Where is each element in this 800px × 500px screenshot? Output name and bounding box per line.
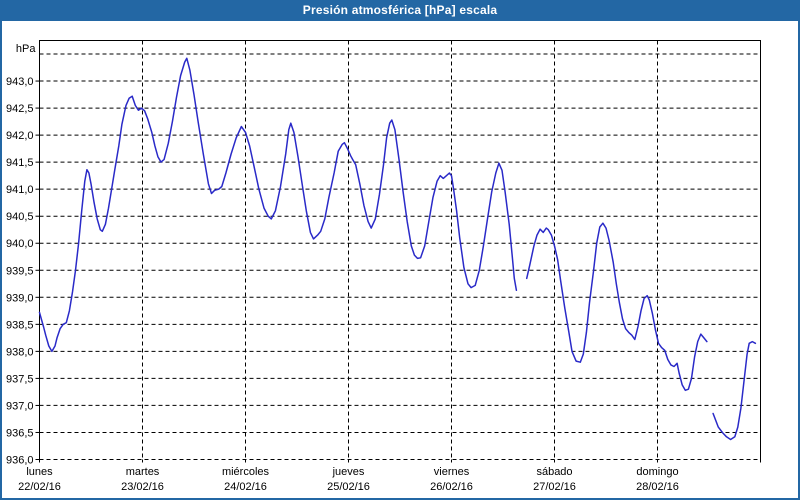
x-tick-label-day: lunes [26, 466, 53, 478]
plot-frame [39, 40, 761, 460]
x-tick-label-day: domingo [636, 466, 678, 478]
y-tick-label: 938,5 [6, 319, 34, 331]
x-tick-label-day: jueves [332, 466, 365, 478]
x-tick-label-date: 26/02/16 [430, 481, 473, 493]
window-title-bar: Presión atmosférica [hPa] escala [0, 0, 800, 21]
x-tick-label-day: martes [126, 466, 160, 478]
y-tick-label: 941,5 [6, 157, 34, 169]
y-tick-label: 942,0 [6, 130, 34, 142]
y-tick-label: 936,5 [6, 427, 34, 439]
y-tick-label: 936,0 [6, 455, 34, 467]
pressure-line-segment [38, 57, 518, 353]
x-tick-label-date: 22/02/16 [18, 481, 61, 493]
y-tick-label: 939,5 [6, 265, 34, 277]
x-tick-label-day: miércoles [222, 466, 270, 478]
window-title: Presión atmosférica [hPa] escala [302, 3, 498, 17]
x-tick-label-day: viernes [434, 466, 470, 478]
y-tick-label: 939,0 [6, 292, 34, 304]
x-tick-label-date: 27/02/16 [533, 481, 576, 493]
y-tick-label: 938,0 [6, 346, 34, 358]
pressure-line-segment [712, 340, 757, 441]
y-axis-unit-label: hPa [16, 43, 36, 55]
y-tick-label: 940,5 [6, 211, 34, 223]
y-tick-label: 941,0 [6, 184, 34, 196]
x-tick-label-date: 24/02/16 [224, 481, 267, 493]
y-tick-label: 943,0 [6, 76, 34, 88]
pressure-line-segment [525, 222, 708, 392]
y-tick-label: 937,5 [6, 373, 34, 385]
x-tick-label-date: 28/02/16 [636, 481, 679, 493]
x-tick-label-date: 23/02/16 [121, 481, 164, 493]
x-tick-label-date: 25/02/16 [327, 481, 370, 493]
y-tick-label: 942,5 [6, 103, 34, 115]
y-tick-label: 937,0 [6, 400, 34, 412]
x-tick-label-day: sábado [536, 466, 572, 478]
y-tick-label: 940,0 [6, 238, 34, 250]
